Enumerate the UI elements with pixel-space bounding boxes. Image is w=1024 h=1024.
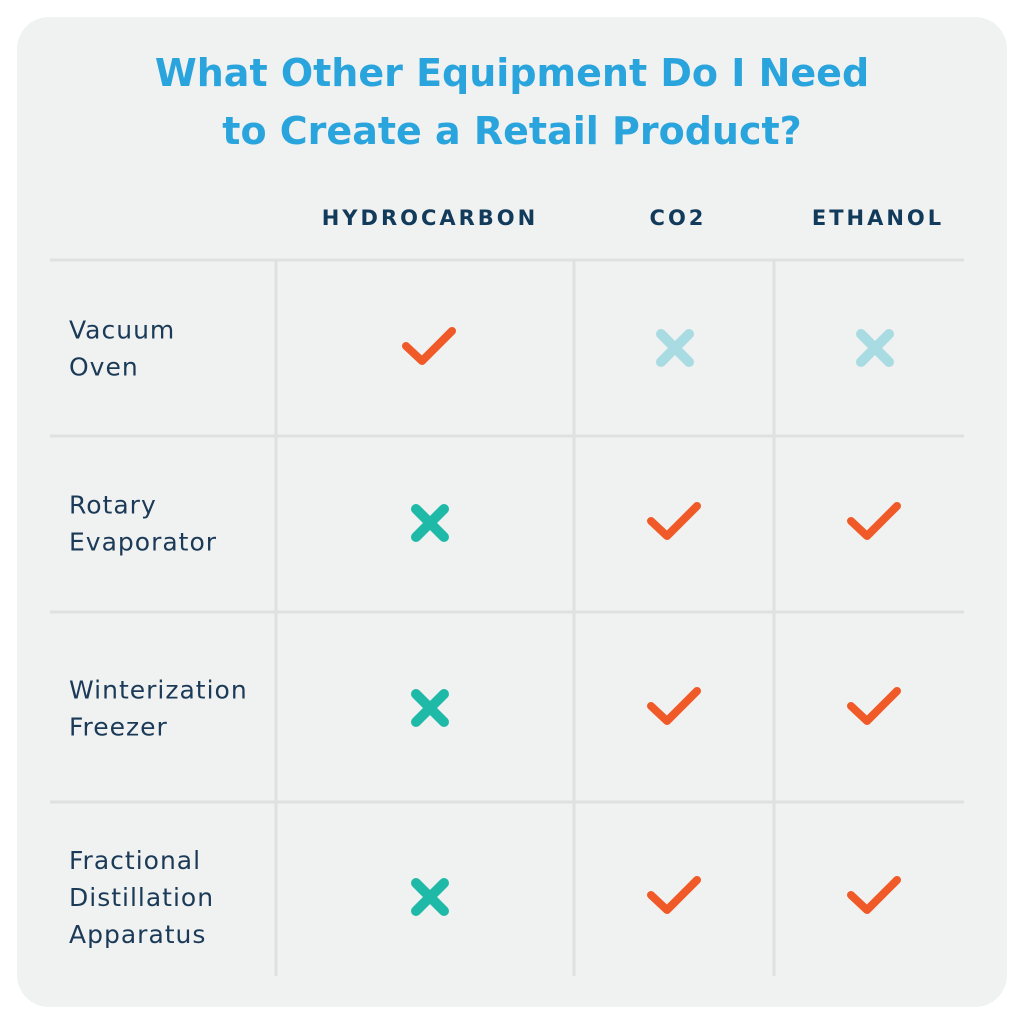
check-mark (847, 876, 901, 914)
title: What Other Equipment Do I Need (155, 51, 869, 95)
column-header: CO2 (650, 206, 707, 230)
cross-mark (411, 878, 449, 916)
cross-mark (411, 504, 449, 542)
row-label: Distillation (69, 883, 214, 912)
row-label: Fractional (69, 846, 201, 875)
row-label: Evaporator (69, 528, 217, 557)
row-label: Freezer (69, 713, 168, 742)
check-mark (402, 327, 456, 365)
check-mark (647, 687, 701, 725)
check-mark (847, 687, 901, 725)
column-header: ETHANOL (812, 206, 944, 230)
check-mark (847, 502, 901, 540)
title: to Create a Retail Product? (222, 109, 801, 153)
row-label: Rotary (69, 491, 157, 520)
row-label: Apparatus (69, 920, 206, 949)
row-label: Oven (69, 353, 139, 382)
card (17, 17, 1007, 1007)
cross-mark (856, 329, 894, 367)
row-label: Winterization (69, 676, 248, 705)
cross-mark (411, 689, 449, 727)
cross-mark (656, 329, 694, 367)
check-mark (647, 876, 701, 914)
grid (50, 258, 964, 976)
column-header: HYDROCARBON (322, 206, 539, 230)
row-label: Vacuum (69, 316, 175, 345)
check-mark (647, 502, 701, 540)
